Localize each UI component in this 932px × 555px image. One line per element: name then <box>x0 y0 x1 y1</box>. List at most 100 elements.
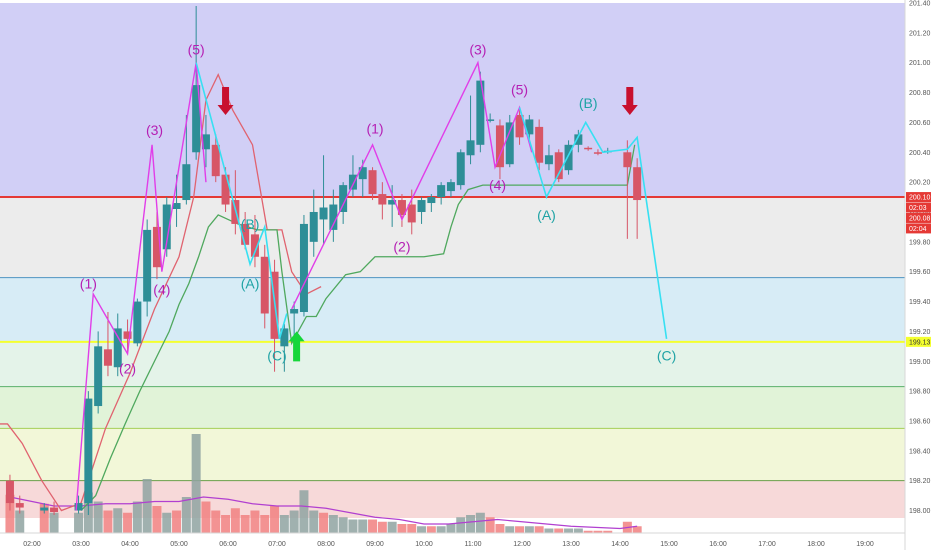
time-axis: 02:00 03:00 04:00 05:00 06:00 07:00 08:00 09:00… <box>0 532 905 548</box>
time-tick-label: 07:00 <box>268 541 286 548</box>
candle-body <box>290 309 299 314</box>
time-tick-label: 06:00 <box>219 541 237 548</box>
candle-body <box>103 349 112 366</box>
price-tick-label: 200.60 <box>909 120 931 127</box>
candle-body <box>427 197 436 204</box>
price-tick-label: 199.80 <box>909 239 931 246</box>
volume-bar <box>603 530 613 533</box>
volume-ma-line <box>9 496 638 530</box>
candle-body <box>505 122 514 165</box>
volume-bar <box>554 528 564 533</box>
wave-label: (3) <box>146 122 163 138</box>
candle-body <box>329 204 338 230</box>
time-tick-label: 15:00 <box>660 541 678 548</box>
candle-body <box>417 200 426 212</box>
volume-bar <box>230 508 240 533</box>
time-tick-label: 05:00 <box>170 541 188 548</box>
volume-bar <box>593 530 603 533</box>
candle-body <box>535 126 544 163</box>
wave-label: (2) <box>393 238 410 254</box>
candle-body <box>633 167 642 201</box>
volume-bar <box>475 512 485 533</box>
candle-body <box>574 134 583 145</box>
volume-bar <box>142 479 152 533</box>
time-tick-label: 08:00 <box>317 541 335 548</box>
volume-bar <box>39 503 49 533</box>
volume-moving-average <box>9 496 638 530</box>
volume-bar <box>181 497 191 533</box>
price-tick-label: 201.40 <box>909 1 931 8</box>
candle-body <box>221 174 230 205</box>
wave-label: (2) <box>119 361 136 377</box>
candle-body <box>554 152 563 180</box>
volume-bar <box>397 524 407 533</box>
price-tick-label: 199.60 <box>909 269 931 276</box>
volume-bar <box>632 526 642 533</box>
time-tick-label: 03:00 <box>72 541 90 548</box>
red-ma-line <box>0 73 322 512</box>
volume-bar <box>495 524 505 533</box>
candle-body <box>133 301 142 344</box>
candle-body <box>446 182 455 192</box>
candle-body <box>466 140 475 156</box>
wave-label: (B) <box>241 216 260 232</box>
volume-bar <box>240 515 250 533</box>
volume-bar <box>113 508 123 533</box>
time-tick-label: 13:00 <box>562 541 580 548</box>
volume-bar <box>123 512 133 533</box>
candle-body <box>162 204 171 250</box>
price-tick-label: 200.80 <box>909 90 931 97</box>
wave-label: (4) <box>489 177 506 193</box>
volume-bar <box>260 515 270 533</box>
candle-body <box>486 119 495 121</box>
price-tick-label: 198.80 <box>909 389 931 396</box>
zone-band <box>0 428 905 481</box>
volume-bar <box>573 528 583 533</box>
candle-body <box>564 144 573 171</box>
candle-body <box>172 203 181 209</box>
price-tick-label: 198.00 <box>909 508 931 515</box>
volume-bar <box>309 510 319 533</box>
candle-body <box>515 114 524 138</box>
time-tick-label: 12:00 <box>513 541 531 548</box>
price-label-tag <box>906 202 931 213</box>
price-tick-label: 198.40 <box>909 448 931 455</box>
volume-bar <box>15 510 25 533</box>
volume-bar <box>299 490 309 533</box>
volume-bar <box>152 506 162 533</box>
zone-band <box>0 386 905 429</box>
wave-label: (5) <box>188 41 205 57</box>
volume-bar <box>5 494 15 533</box>
wave-label: (B) <box>579 95 598 111</box>
candle-body <box>74 503 83 511</box>
time-tick-label: 11:00 <box>465 541 482 548</box>
corrective-wave-line <box>195 62 288 340</box>
volume-bar <box>49 512 59 533</box>
volume-bar <box>524 526 534 533</box>
volume-bar <box>387 521 397 533</box>
green-ma-line <box>80 144 636 511</box>
candle-body <box>241 223 250 245</box>
volume-bar <box>74 512 84 533</box>
volume-bar <box>368 519 378 533</box>
candle-body <box>593 152 602 154</box>
candle-body <box>84 398 93 504</box>
volume-bar <box>132 501 142 533</box>
time-tick-label: 14:00 <box>611 541 629 548</box>
candle-body <box>339 185 348 212</box>
signal-arrows <box>217 86 638 362</box>
volume-bar <box>358 519 368 533</box>
candle-body <box>15 503 24 508</box>
price-tick-label: 200.40 <box>909 150 931 157</box>
candle-body <box>319 207 328 220</box>
volume-bar <box>407 524 417 533</box>
price-label-text: 200.10 <box>909 195 931 202</box>
volume-bar <box>446 524 456 533</box>
candle-body <box>260 256 269 314</box>
wave-label: (C) <box>267 347 286 363</box>
time-tick-label: 19:00 <box>856 541 874 548</box>
wave-label: (4) <box>153 282 170 298</box>
price-tick-label: 198.60 <box>909 418 931 425</box>
